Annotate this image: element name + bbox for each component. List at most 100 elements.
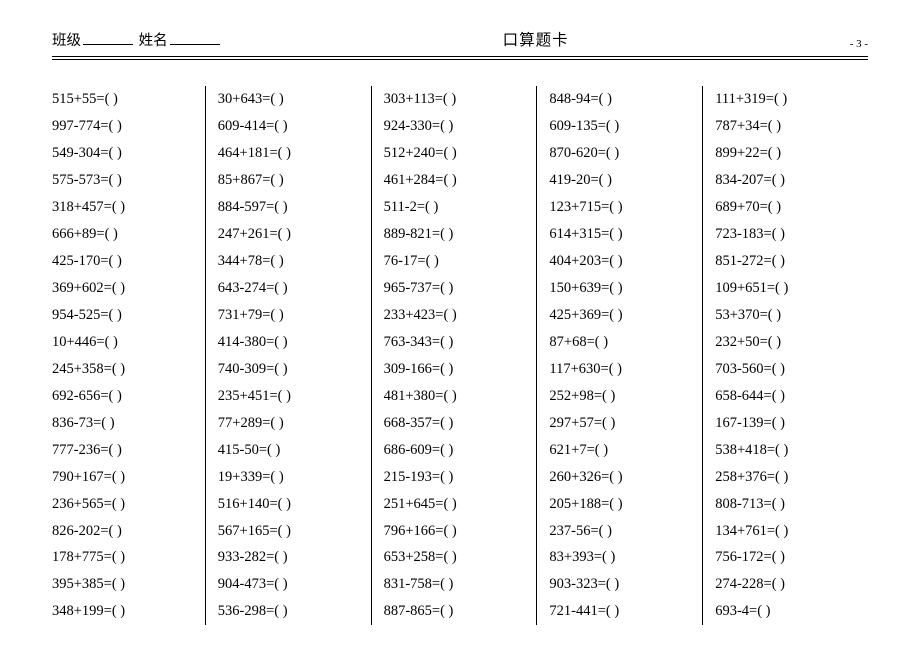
problem-cell: 763-343=( ) xyxy=(384,329,529,356)
problem-column: 111+319=( )787+34=( )899+22=( )834-207=(… xyxy=(702,86,868,625)
problem-cell: 887-865=( ) xyxy=(384,598,529,625)
problem-cell: 836-73=( ) xyxy=(52,410,197,437)
problem-cell: 235+451=( ) xyxy=(218,383,363,410)
problem-columns: 515+55=( )997-774=( )549-304=( )575-573=… xyxy=(52,86,868,625)
problem-cell: 233+423=( ) xyxy=(384,302,529,329)
problem-cell: 464+181=( ) xyxy=(218,140,363,167)
problem-cell: 245+358=( ) xyxy=(52,356,197,383)
problem-cell: 889-821=( ) xyxy=(384,221,529,248)
problem-cell: 666+89=( ) xyxy=(52,221,197,248)
problem-cell: 481+380=( ) xyxy=(384,383,529,410)
problem-cell: 425-170=( ) xyxy=(52,248,197,275)
problem-cell: 668-357=( ) xyxy=(384,410,529,437)
problem-cell: 904-473=( ) xyxy=(218,571,363,598)
problem-cell: 723-183=( ) xyxy=(715,221,860,248)
worksheet-title: 口算题卡 xyxy=(222,28,850,50)
problem-cell: 76-17=( ) xyxy=(384,248,529,275)
problem-cell: 851-272=( ) xyxy=(715,248,860,275)
problem-cell: 721-441=( ) xyxy=(549,598,694,625)
header-rule-bottom xyxy=(52,59,868,60)
problem-cell: 740-309=( ) xyxy=(218,356,363,383)
problem-column: 515+55=( )997-774=( )549-304=( )575-573=… xyxy=(52,86,205,625)
problem-cell: 658-644=( ) xyxy=(715,383,860,410)
problem-cell: 512+240=( ) xyxy=(384,140,529,167)
problem-cell: 515+55=( ) xyxy=(52,86,197,113)
problem-cell: 123+715=( ) xyxy=(549,194,694,221)
problem-cell: 536-298=( ) xyxy=(218,598,363,625)
class-blank xyxy=(83,31,133,46)
problem-cell: 567+165=( ) xyxy=(218,518,363,545)
problem-cell: 461+284=( ) xyxy=(384,167,529,194)
problem-cell: 260+326=( ) xyxy=(549,464,694,491)
problem-cell: 899+22=( ) xyxy=(715,140,860,167)
problem-cell: 538+418=( ) xyxy=(715,437,860,464)
page-number: - 3 - xyxy=(850,38,868,50)
problem-cell: 787+34=( ) xyxy=(715,113,860,140)
problem-column: 848-94=( )609-135=( )870-620=( )419-20=(… xyxy=(536,86,702,625)
problem-cell: 511-2=( ) xyxy=(384,194,529,221)
problem-cell: 10+446=( ) xyxy=(52,329,197,356)
problem-cell: 614+315=( ) xyxy=(549,221,694,248)
problem-cell: 621+7=( ) xyxy=(549,437,694,464)
problem-cell: 167-139=( ) xyxy=(715,410,860,437)
problem-cell: 77+289=( ) xyxy=(218,410,363,437)
problem-cell: 826-202=( ) xyxy=(52,518,197,545)
problem-cell: 318+457=( ) xyxy=(52,194,197,221)
problem-cell: 756-172=( ) xyxy=(715,544,860,571)
problem-cell: 134+761=( ) xyxy=(715,518,860,545)
problem-cell: 415-50=( ) xyxy=(218,437,363,464)
problem-cell: 831-758=( ) xyxy=(384,571,529,598)
problem-cell: 884-597=( ) xyxy=(218,194,363,221)
problem-cell: 693-4=( ) xyxy=(715,598,860,625)
problem-cell: 111+319=( ) xyxy=(715,86,860,113)
problem-cell: 834-207=( ) xyxy=(715,167,860,194)
problem-column: 303+113=( )924-330=( )512+240=( )461+284… xyxy=(371,86,537,625)
problem-cell: 609-135=( ) xyxy=(549,113,694,140)
header-left: 班级 姓名 xyxy=(52,29,222,50)
problem-cell: 348+199=( ) xyxy=(52,598,197,625)
problem-cell: 251+645=( ) xyxy=(384,491,529,518)
problem-cell: 109+651=( ) xyxy=(715,275,860,302)
problem-cell: 150+639=( ) xyxy=(549,275,694,302)
problem-cell: 19+339=( ) xyxy=(218,464,363,491)
problem-cell: 30+643=( ) xyxy=(218,86,363,113)
problem-cell: 344+78=( ) xyxy=(218,248,363,275)
problem-cell: 549-304=( ) xyxy=(52,140,197,167)
name-blank xyxy=(170,31,220,46)
problem-cell: 848-94=( ) xyxy=(549,86,694,113)
problem-cell: 232+50=( ) xyxy=(715,329,860,356)
problem-cell: 954-525=( ) xyxy=(52,302,197,329)
problem-cell: 303+113=( ) xyxy=(384,86,529,113)
problem-cell: 87+68=( ) xyxy=(549,329,694,356)
problem-cell: 903-323=( ) xyxy=(549,571,694,598)
problem-cell: 516+140=( ) xyxy=(218,491,363,518)
problem-cell: 419-20=( ) xyxy=(549,167,694,194)
problem-cell: 777-236=( ) xyxy=(52,437,197,464)
problem-cell: 236+565=( ) xyxy=(52,491,197,518)
problem-cell: 369+602=( ) xyxy=(52,275,197,302)
problem-cell: 686-609=( ) xyxy=(384,437,529,464)
problem-cell: 703-560=( ) xyxy=(715,356,860,383)
problem-cell: 609-414=( ) xyxy=(218,113,363,140)
problem-cell: 237-56=( ) xyxy=(549,518,694,545)
problem-cell: 575-573=( ) xyxy=(52,167,197,194)
problem-cell: 870-620=( ) xyxy=(549,140,694,167)
problem-cell: 178+775=( ) xyxy=(52,544,197,571)
problem-cell: 274-228=( ) xyxy=(715,571,860,598)
problem-cell: 297+57=( ) xyxy=(549,410,694,437)
problem-cell: 215-193=( ) xyxy=(384,464,529,491)
problem-cell: 692-656=( ) xyxy=(52,383,197,410)
problem-cell: 796+166=( ) xyxy=(384,518,529,545)
problem-cell: 309-166=( ) xyxy=(384,356,529,383)
problem-cell: 247+261=( ) xyxy=(218,221,363,248)
problem-cell: 965-737=( ) xyxy=(384,275,529,302)
problem-cell: 653+258=( ) xyxy=(384,544,529,571)
problem-cell: 414-380=( ) xyxy=(218,329,363,356)
problem-cell: 790+167=( ) xyxy=(52,464,197,491)
problem-cell: 117+630=( ) xyxy=(549,356,694,383)
problem-cell: 425+369=( ) xyxy=(549,302,694,329)
problem-column: 30+643=( )609-414=( )464+181=( )85+867=(… xyxy=(205,86,371,625)
worksheet-header: 班级 姓名 口算题卡 - 3 - xyxy=(52,28,868,56)
problem-cell: 997-774=( ) xyxy=(52,113,197,140)
problem-cell: 53+370=( ) xyxy=(715,302,860,329)
